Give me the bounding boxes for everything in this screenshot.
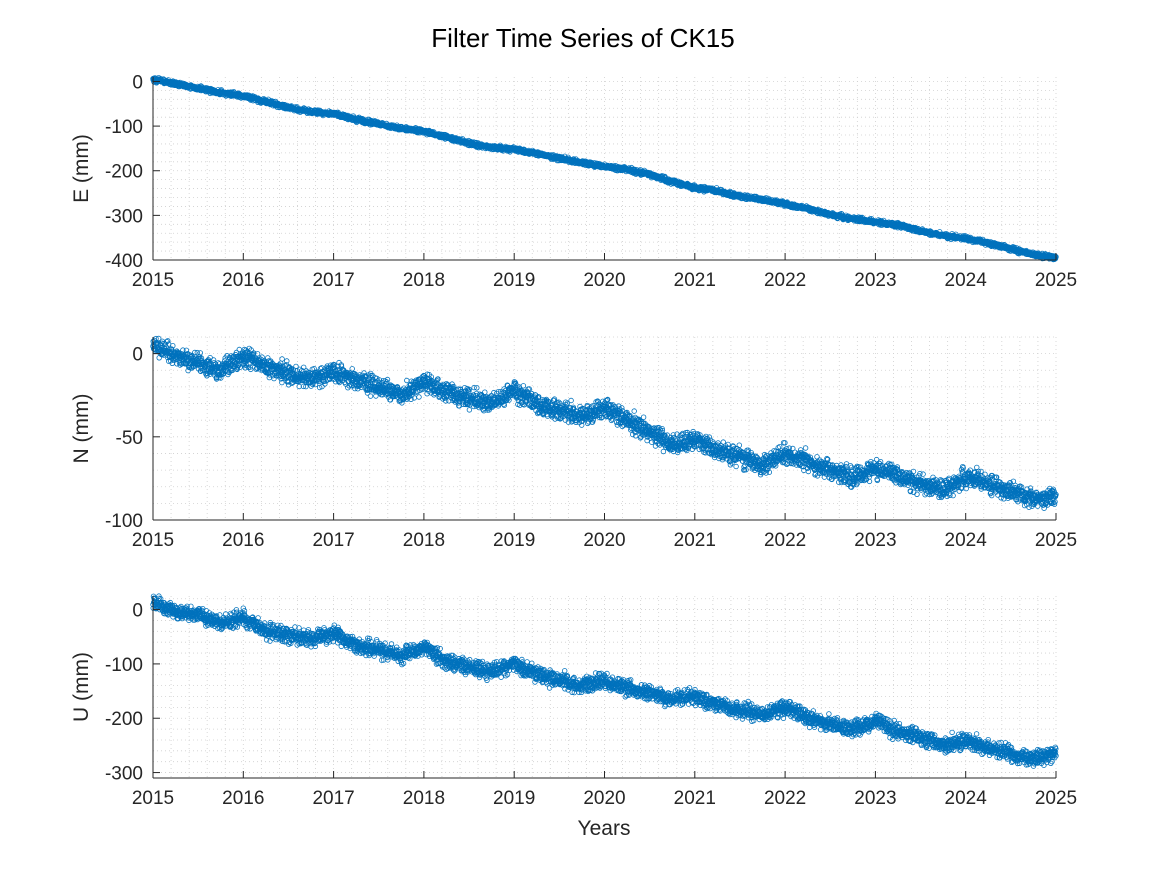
x-tick-label: 2025 xyxy=(1035,270,1077,291)
x-tick-label: 2019 xyxy=(493,270,535,291)
x-tick-label: 2022 xyxy=(764,270,806,291)
chart-title: Filter Time Series of CK15 xyxy=(431,23,734,53)
y-axis-label-east: E (mm) xyxy=(70,134,93,203)
x-tick-label: 2020 xyxy=(583,270,625,291)
x-tick-label: 2016 xyxy=(222,270,264,291)
y-tick-label: -300 xyxy=(105,206,143,227)
x-tick-label: 2021 xyxy=(674,270,716,291)
x-tick-label: 2018 xyxy=(403,270,445,291)
y-tick-label: 0 xyxy=(132,72,143,93)
y-tick-label: -200 xyxy=(105,162,143,183)
panel-east: 2015 2016 2017 2018 2019 2020 2021 2022 2023 2024… xyxy=(70,72,1077,291)
x-tick-label: 2017 xyxy=(312,270,354,291)
x-tick-label: 2024 xyxy=(945,270,988,291)
y-tick-label: -400 xyxy=(105,251,143,272)
points-east xyxy=(150,74,1059,263)
y-tick-label: -100 xyxy=(105,117,143,138)
x-tick-label: 2015 xyxy=(132,270,174,291)
x-tick-label: 2023 xyxy=(854,270,896,291)
